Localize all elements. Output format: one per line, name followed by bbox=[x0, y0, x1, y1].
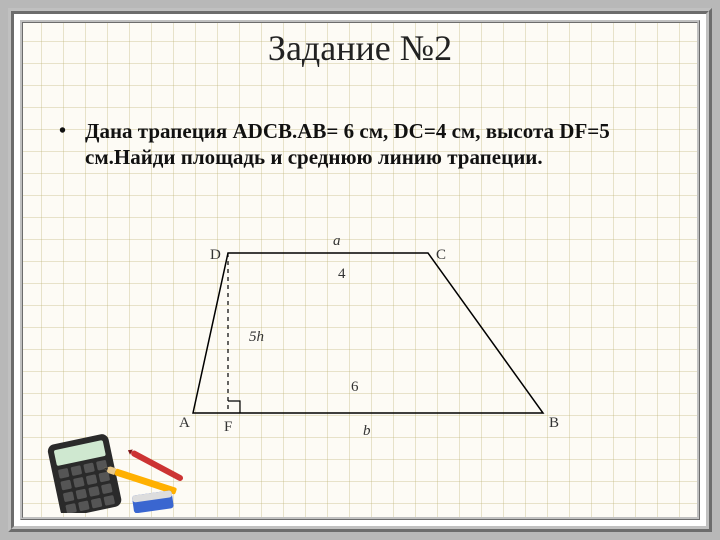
slide-title: Задание №2 bbox=[23, 27, 697, 69]
slide-outer-frame: Задание №2 • Дана трапеция ADCB.AB= 6 см… bbox=[8, 8, 712, 532]
label-a: a bbox=[333, 233, 341, 249]
bullet-icon: • bbox=[59, 118, 85, 171]
eraser-icon bbox=[132, 490, 174, 513]
label-4: 4 bbox=[338, 266, 346, 282]
vertex-label-c: C bbox=[436, 247, 446, 263]
problem-body: Дана трапеция ADCB.AB= 6 см, DC=4 см, вы… bbox=[85, 118, 661, 171]
label-h: 5h bbox=[249, 329, 264, 345]
right-angle-marker bbox=[228, 401, 240, 413]
label-b: b bbox=[363, 423, 371, 439]
vertex-label-b: B bbox=[549, 415, 559, 431]
slide-inner-frame: Задание №2 • Дана трапеция ADCB.AB= 6 см… bbox=[20, 20, 700, 520]
problem-text: • Дана трапеция ADCB.AB= 6 см, DC=4 см, … bbox=[59, 118, 661, 171]
trapezoid-polygon bbox=[193, 253, 543, 413]
stationery-decoration bbox=[47, 413, 197, 513]
vertex-label-d: D bbox=[210, 247, 221, 263]
trapezoid-figure: A D C B F a b 4 5h 6 bbox=[173, 223, 573, 443]
vertex-label-f: F bbox=[224, 419, 232, 435]
label-6: 6 bbox=[351, 379, 359, 395]
